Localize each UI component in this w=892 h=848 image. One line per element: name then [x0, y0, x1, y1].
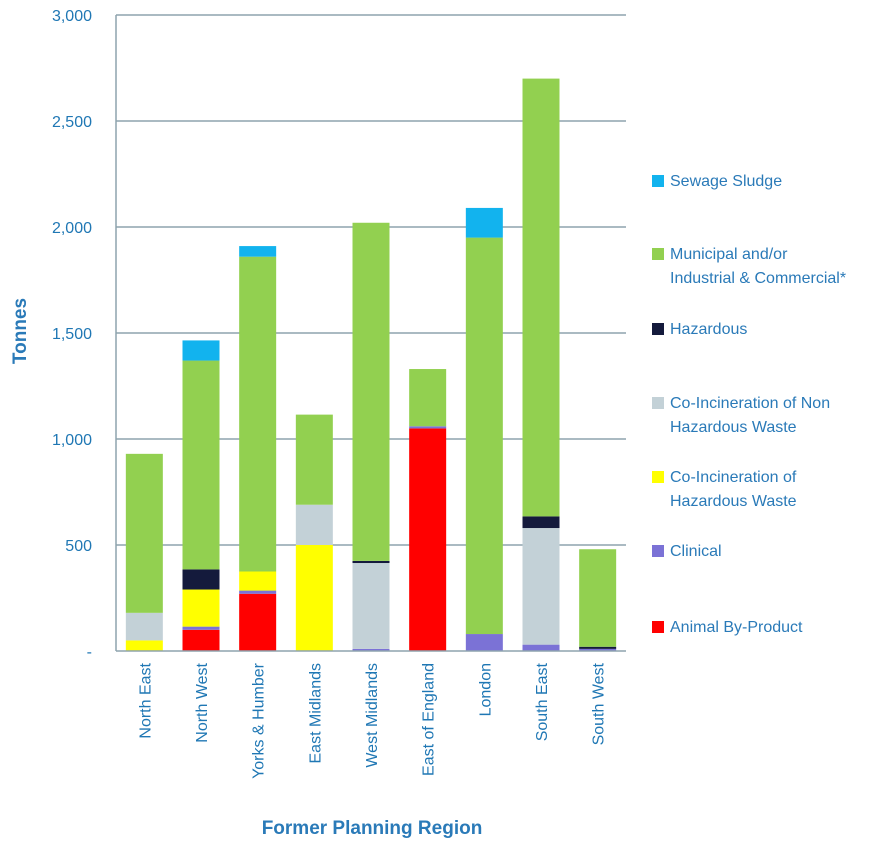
x-tick-label: North West [194, 662, 211, 742]
y-tick-label: 2,500 [52, 114, 92, 131]
bar-segment [182, 569, 220, 590]
legend-swatch [652, 471, 664, 483]
legend-swatch [652, 248, 664, 260]
legend-label: Clinical [670, 543, 722, 560]
y-tick-label: - [87, 644, 92, 661]
y-tick-label: 500 [65, 538, 92, 555]
x-tick-label: East of England [421, 663, 438, 776]
legend-label-line: Municipal and/or [670, 246, 788, 263]
bar-segment [182, 626, 220, 630]
legend-label: Hazardous [670, 321, 747, 338]
bar-segment [239, 590, 277, 594]
bar-segment [352, 648, 390, 651]
legend-label-line: Clinical [670, 543, 722, 560]
bar-segment [125, 640, 163, 651]
x-axis-title: Former Planning Region [262, 818, 483, 839]
bar-segment [409, 369, 447, 427]
bar-segment [522, 78, 560, 517]
legend-swatch [652, 175, 664, 187]
bar-segment [522, 644, 560, 651]
y-tick-label: 3,000 [52, 8, 92, 25]
bars [125, 78, 617, 651]
bar-segment [579, 646, 617, 649]
legend-label-line: Hazardous [670, 321, 747, 338]
bar-segment [352, 563, 390, 649]
bar-segment [239, 256, 277, 572]
y-tick-labels: - 500 1,000 1,500 2,000 2,500 3,000 [52, 8, 92, 661]
bar-segment [295, 504, 333, 545]
legend-label-line: Animal By-Product [670, 619, 803, 636]
x-tick-label: East Midlands [307, 663, 324, 764]
x-tick-label: South East [534, 662, 551, 741]
legend-label-line: Hazardous Waste [670, 493, 797, 510]
legend-label-line: Hazardous Waste [670, 419, 797, 436]
y-tick-label: 2,000 [52, 220, 92, 237]
bar-segment [239, 246, 277, 257]
bar-segment [522, 516, 560, 529]
legend-label: Co-Incineration of Hazardous Waste [670, 469, 797, 510]
legend-label-line: Co-Incineration of Non [670, 395, 830, 412]
bar-segment [239, 593, 277, 651]
legend-swatch [652, 323, 664, 335]
bar-segment [125, 453, 163, 613]
x-tick-label: London [477, 663, 494, 716]
y-axis-title: Tonnes [10, 298, 31, 364]
x-tick-label: Yorks & Humber [251, 662, 268, 779]
x-tick-label: West Midlands [364, 663, 381, 768]
axes [115, 15, 626, 652]
legend-swatch [652, 545, 664, 557]
x-tick-label: North East [137, 662, 154, 738]
bar-segment [295, 545, 333, 651]
bar-segment [579, 648, 617, 651]
bar-segment [579, 549, 617, 647]
legend-label-line: Industrial & Commercial* [670, 270, 846, 287]
legend-label-line: Sewage Sludge [670, 173, 782, 190]
x-tick-label: South West [591, 662, 608, 745]
bar-segment [182, 629, 220, 651]
bar-segment [182, 340, 220, 361]
bar-segment [352, 222, 390, 561]
bar-segment [352, 560, 390, 564]
legend-swatch [652, 397, 664, 409]
bar-segment [522, 528, 560, 645]
bar-segment [182, 360, 220, 570]
bar-segment [295, 414, 333, 505]
bar-segment [182, 589, 220, 627]
bar-segment [409, 426, 447, 429]
legend-swatch [652, 621, 664, 633]
legend-label: Animal By-Product [670, 619, 803, 636]
legend-label-line: Co-Incineration of [670, 469, 797, 486]
bar-segment [409, 428, 447, 651]
bar-segment [465, 237, 503, 635]
y-tick-label: 1,000 [52, 432, 92, 449]
bar-segment [239, 571, 277, 591]
bar-segment [465, 207, 503, 238]
x-tick-labels: North East North West Yorks & Humber East M… [137, 662, 607, 779]
legend-label: Municipal and/or Industrial & Commercial* [670, 246, 846, 287]
legend-label: Sewage Sludge [670, 173, 782, 190]
y-tick-label: 1,500 [52, 326, 92, 343]
legend: Sewage Sludge Municipal and/or Industrial … [652, 173, 846, 636]
bar-segment [465, 634, 503, 651]
legend-label: Co-Incineration of Non Hazardous Waste [670, 395, 830, 436]
bar-segment [125, 612, 163, 641]
